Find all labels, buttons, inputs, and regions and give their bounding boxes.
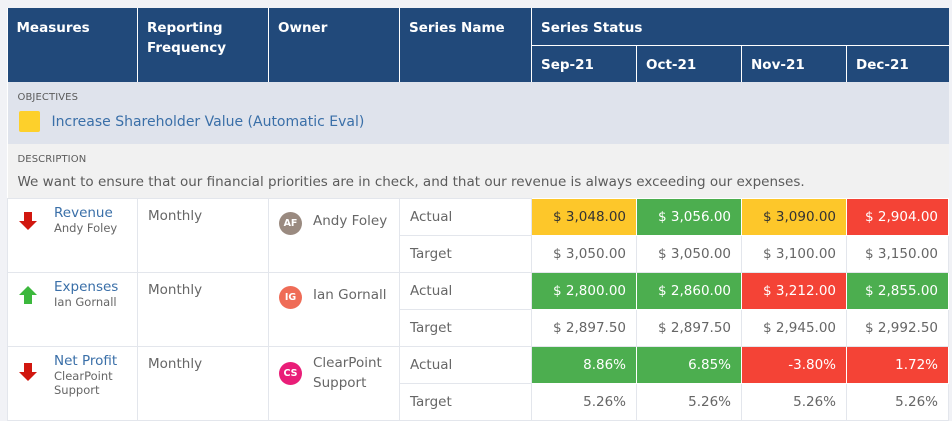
avatar: AF: [279, 211, 302, 235]
target-cell-dec[interactable]: $ 3,150.00: [845, 234, 950, 273]
owner-cell: IG Ian Gornall: [268, 271, 400, 347]
header-measures[interactable]: Measures: [7, 8, 138, 82]
owner-cell: AF Andy Foley: [268, 197, 400, 273]
value-cell-oct[interactable]: $ 3,056.00: [636, 197, 742, 236]
objectives-label: OBJECTIVES: [17, 92, 79, 103]
objective-section: OBJECTIVES Increase Shareholder Value (A…: [7, 82, 949, 198]
value-cell-sep[interactable]: $ 2,800.00: [531, 271, 637, 310]
table-header: Measures Reporting Frequency Owner Serie…: [7, 8, 949, 82]
series-name-actual: Actual: [399, 271, 532, 310]
header-reporting-frequency[interactable]: Reporting Frequency: [137, 8, 269, 82]
target-cell-nov[interactable]: $ 3,100.00: [741, 234, 847, 273]
series-name-target: Target: [399, 308, 532, 347]
value-cell-dec[interactable]: $ 2,855.00: [845, 271, 950, 310]
avatar: CS: [279, 361, 302, 385]
header-month-oct[interactable]: Oct-21: [636, 45, 742, 82]
value-cell-nov[interactable]: $ 3,212.00: [741, 271, 847, 310]
value-cell-sep[interactable]: 8.86%: [531, 345, 637, 384]
target-cell-sep[interactable]: $ 2,897.50: [531, 308, 637, 347]
value-cell-sep[interactable]: $ 3,048.00: [531, 197, 637, 236]
description-label: DESCRIPTION: [17, 154, 87, 165]
scorecard-table: Measures Reporting Frequency Owner Serie…: [7, 8, 950, 421]
target-cell-oct[interactable]: $ 2,897.50: [636, 308, 742, 347]
header-month-nov[interactable]: Nov-21: [741, 45, 847, 82]
measure-net-profit: Net Profit ClearPoint Support Monthly CS…: [7, 345, 950, 421]
target-cell-sep[interactable]: 5.26%: [531, 382, 637, 421]
target-cell-oct[interactable]: $ 3,050.00: [636, 234, 742, 273]
measure-name-link[interactable]: Net Profit: [54, 352, 118, 369]
owner-name: ClearPoint Support: [313, 354, 382, 391]
measure-owner: Andy Foley: [54, 220, 118, 235]
header-month-dec[interactable]: Dec-21: [846, 45, 949, 82]
table-row: Revenue Andy Foley Monthly AF Andy Foley…: [7, 197, 950, 273]
target-cell-nov[interactable]: $ 2,945.00: [741, 308, 847, 347]
measure-name-link[interactable]: Expenses: [54, 278, 119, 295]
value-cell-oct[interactable]: 6.85%: [636, 345, 742, 384]
measure-name-link[interactable]: Revenue: [54, 204, 113, 221]
table-row: Expenses Ian Gornall Monthly IG Ian Gorn…: [7, 271, 950, 347]
frequency-cell: Monthly: [137, 345, 269, 421]
measure-cell: Revenue Andy Foley: [7, 197, 138, 273]
owner-name: Andy Foley: [313, 212, 388, 229]
measure-cell: Net Profit ClearPoint Support: [7, 345, 138, 421]
header-series-status: Series Status: [531, 8, 949, 46]
measure-revenue: Revenue Andy Foley Monthly AF Andy Foley…: [7, 197, 950, 273]
owner-name: Ian Gornall: [313, 286, 387, 303]
table-row: Net Profit ClearPoint Support Monthly CS…: [7, 345, 950, 421]
series-name-actual: Actual: [399, 197, 532, 236]
series-name-actual: Actual: [399, 345, 532, 384]
target-cell-dec[interactable]: $ 2,992.50: [845, 308, 950, 347]
value-cell-nov[interactable]: -3.80%: [741, 345, 847, 384]
frequency-cell: Monthly: [137, 197, 269, 273]
target-cell-dec[interactable]: 5.26%: [845, 382, 950, 421]
table-row: Target 5.26% 5.26% 5.26% 5.26%: [8, 382, 950, 421]
owner-cell: CS ClearPoint Support: [268, 345, 400, 421]
arrow-down-icon: [19, 362, 37, 381]
value-cell-nov[interactable]: $ 3,090.00: [741, 197, 847, 236]
measure-expenses: Expenses Ian Gornall Monthly IG Ian Gorn…: [7, 271, 950, 347]
objective-link[interactable]: Increase Shareholder Value (Automatic Ev…: [51, 113, 365, 130]
objectives-row: OBJECTIVES Increase Shareholder Value (A…: [7, 82, 949, 144]
table-row: Target $ 2,897.50 $ 2,897.50 $ 2,945.00 …: [8, 308, 950, 347]
header-series-name[interactable]: Series Name: [399, 8, 532, 82]
measure-owner: ClearPoint Support: [54, 368, 113, 397]
target-cell-oct[interactable]: 5.26%: [636, 382, 742, 421]
target-cell-nov[interactable]: 5.26%: [741, 382, 847, 421]
header-owner[interactable]: Owner: [268, 8, 400, 82]
target-cell-sep[interactable]: $ 3,050.00: [531, 234, 637, 273]
measure-owner: Ian Gornall: [54, 294, 117, 309]
header-month-sep[interactable]: Sep-21: [531, 45, 637, 82]
value-cell-oct[interactable]: $ 2,860.00: [636, 271, 742, 310]
series-name-target: Target: [399, 234, 532, 273]
measure-cell: Expenses Ian Gornall: [7, 271, 138, 347]
description-row: DESCRIPTION We want to ensure that our f…: [7, 144, 949, 198]
avatar: IG: [279, 285, 302, 309]
arrow-down-icon: [19, 211, 37, 230]
frequency-cell: Monthly: [137, 271, 269, 347]
description-text: We want to ensure that our financial pri…: [17, 174, 805, 190]
value-cell-dec[interactable]: 1.72%: [845, 345, 950, 384]
table-row: Target $ 3,050.00 $ 3,050.00 $ 3,100.00 …: [8, 234, 950, 273]
arrow-up-icon: [19, 285, 37, 304]
value-cell-dec[interactable]: $ 2,904.00: [845, 197, 950, 236]
objective-status-icon: [18, 111, 40, 132]
series-name-target: Target: [399, 382, 532, 421]
scorecard-table-container: Measures Reporting Frequency Owner Serie…: [7, 8, 950, 421]
